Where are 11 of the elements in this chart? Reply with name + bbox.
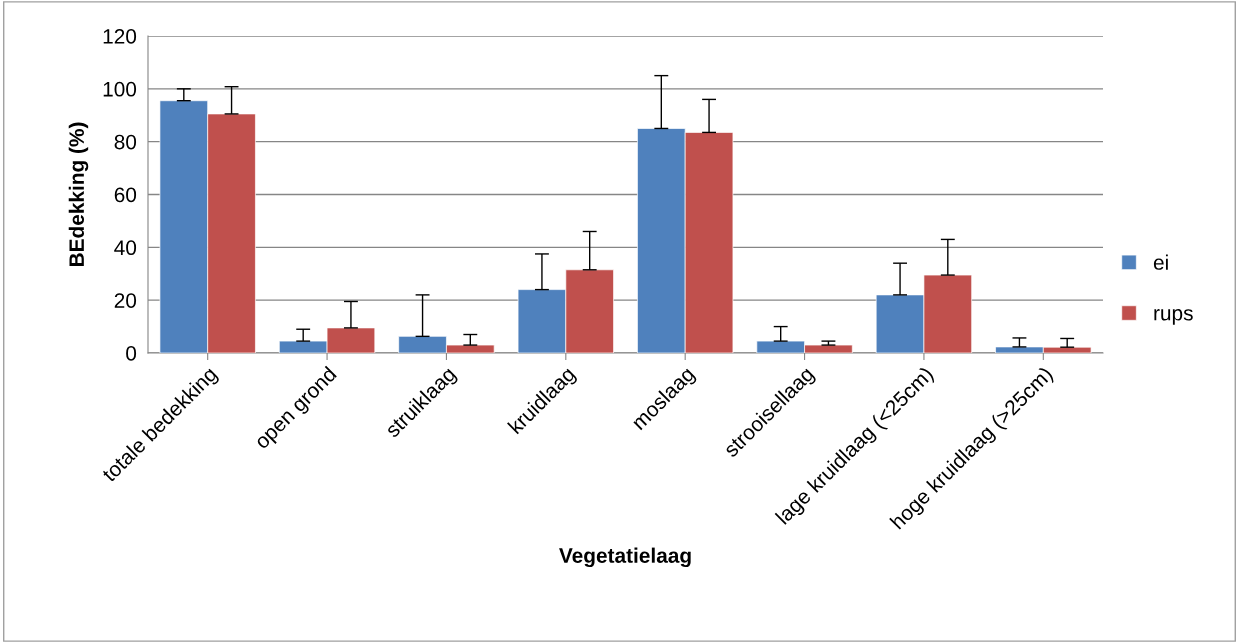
y-tick-label: 100 — [103, 81, 137, 97]
y-tick-label: 40 — [114, 240, 137, 256]
y-tick-label: 80 — [114, 134, 137, 150]
legend-label: rups — [1154, 309, 1193, 325]
x-axis-title: Vegetatielaag — [559, 547, 691, 568]
y-axis-title: BEdekking (%) — [68, 122, 89, 267]
y-tick-label: 20 — [114, 293, 137, 308]
y-tick-label: 120 — [103, 29, 137, 44]
legend-label: ei — [1153, 254, 1168, 270]
y-tick-label: 60 — [114, 187, 137, 203]
y-tick-label: 0 — [126, 346, 137, 361]
